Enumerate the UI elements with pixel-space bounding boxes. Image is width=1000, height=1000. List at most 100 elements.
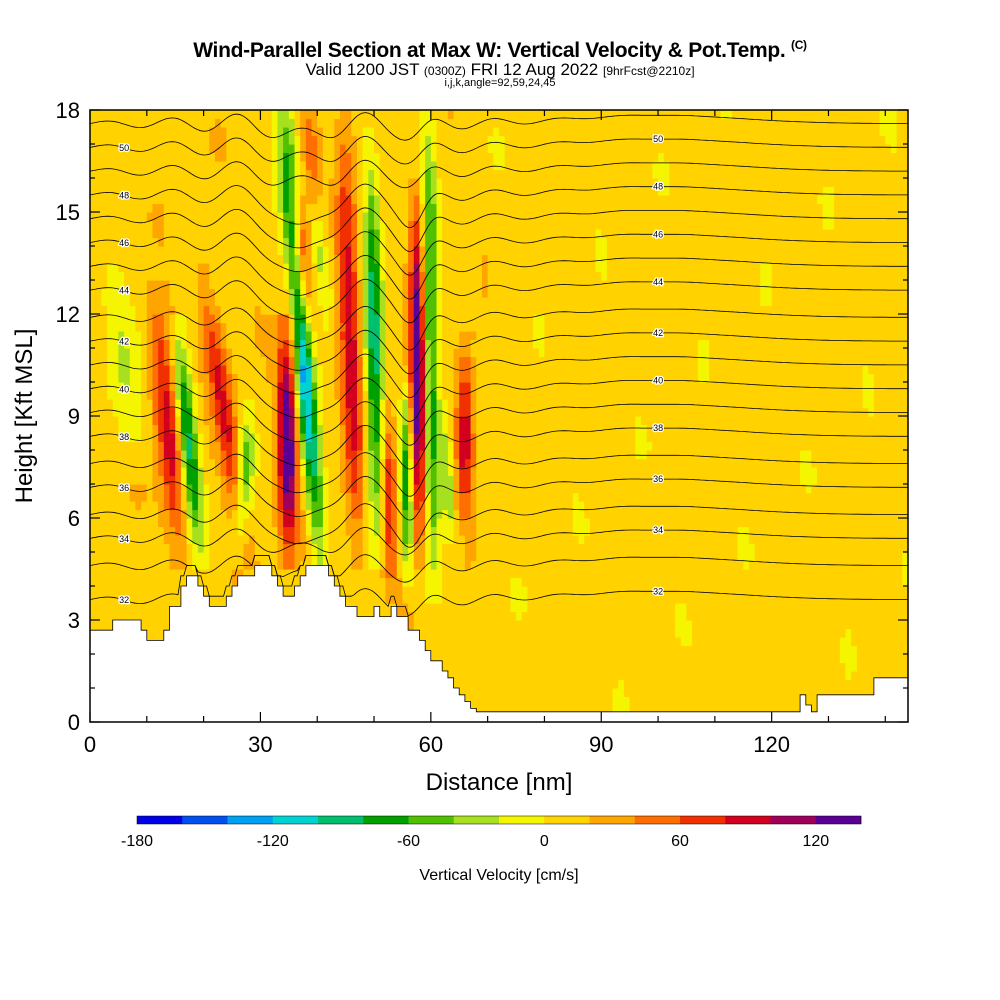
velocity-cell [464,662,472,672]
velocity-cell [436,424,443,434]
velocity-cell [447,501,455,511]
velocity-cell [379,169,386,179]
velocity-cell [197,127,205,137]
velocity-cell [209,152,216,162]
velocity-cell [294,118,301,128]
velocity-cell [237,390,244,400]
velocity-cell [362,212,369,222]
velocity-cell [459,603,466,613]
velocity-cell [249,280,256,290]
velocity-cell [356,169,364,179]
velocity-cell [447,586,455,596]
velocity-cell [300,356,307,366]
velocity-cell [152,382,159,392]
velocity-cell [447,543,455,553]
velocity-cell [339,560,347,570]
velocity-cell [209,246,216,256]
velocity-cell [254,237,262,247]
velocity-cell [425,475,432,485]
velocity-cell [425,118,432,128]
velocity-cell [442,331,449,341]
velocity-cell [396,382,404,392]
velocity-cell [90,416,97,426]
velocity-cell [141,237,148,247]
velocity-cell [271,280,279,290]
velocity-cell [339,297,347,307]
velocity-cell [266,348,273,358]
velocity-cell [129,518,137,528]
velocity-cell [158,161,165,171]
velocity-cell [322,339,330,349]
velocity-cell [294,484,301,494]
velocity-cell [453,492,460,502]
velocity-cell [209,535,216,545]
velocity-cell [169,450,176,460]
velocity-cell [476,288,483,298]
velocity-cell [237,518,244,528]
velocity-cell [413,467,421,477]
velocity-cell [442,110,449,120]
velocity-cell [368,186,375,196]
velocity-cell [90,475,97,485]
velocity-cell [362,356,369,366]
velocity-cell [95,620,102,630]
velocity-cell [408,509,415,519]
velocity-cell [175,110,182,120]
velocity-cell [459,560,466,570]
velocity-cell [419,127,426,137]
velocity-cell [379,356,386,366]
velocity-cell [300,348,307,358]
velocity-cell [124,271,131,281]
velocity-cell [180,535,188,545]
velocity-cell [328,246,335,256]
velocity-cell [152,628,159,638]
velocity-cell [90,314,97,324]
velocity-cell [334,577,341,587]
velocity-cell [214,501,222,511]
velocity-cell [317,492,324,502]
velocity-cell [237,246,244,256]
velocity-cell [220,348,227,358]
velocity-cell [345,297,352,307]
velocity-cell [345,288,352,298]
velocity-cell [158,110,165,120]
velocity-cell [95,186,102,196]
velocity-cell [169,339,176,349]
velocity-cell [464,594,472,604]
velocity-cell [476,144,483,154]
velocity-cell [169,501,176,511]
velocity-cell [379,399,386,409]
velocity-cell [232,152,239,162]
velocity-cell [447,645,455,655]
velocity-cell [453,271,460,281]
velocity-cell [317,280,324,290]
velocity-cell [402,127,409,137]
velocity-cell [175,280,182,290]
velocity-cell [112,339,119,349]
velocity-cell [158,339,165,349]
velocity-cell [459,203,466,213]
velocity-cell [260,526,267,536]
velocity-cell [374,288,381,298]
velocity-cell [95,195,102,205]
velocity-cell [243,237,250,247]
velocity-cell [163,611,171,621]
velocity-cell [158,229,165,239]
velocity-cell [101,305,108,315]
velocity-cell [311,390,318,400]
velocity-cell [197,237,205,247]
velocity-cell [413,450,421,460]
velocity-cell [220,135,227,145]
velocity-cell [237,263,244,273]
velocity-cell [226,212,233,222]
velocity-cell [101,322,108,332]
velocity-cell [294,152,301,162]
velocity-cell [146,229,154,239]
velocity-cell [203,220,210,230]
velocity-cell [226,331,233,341]
velocity-cell [197,297,205,307]
velocity-cell [186,178,193,188]
velocity-cell [232,518,239,528]
velocity-cell [311,305,318,315]
velocity-cell [464,356,472,366]
